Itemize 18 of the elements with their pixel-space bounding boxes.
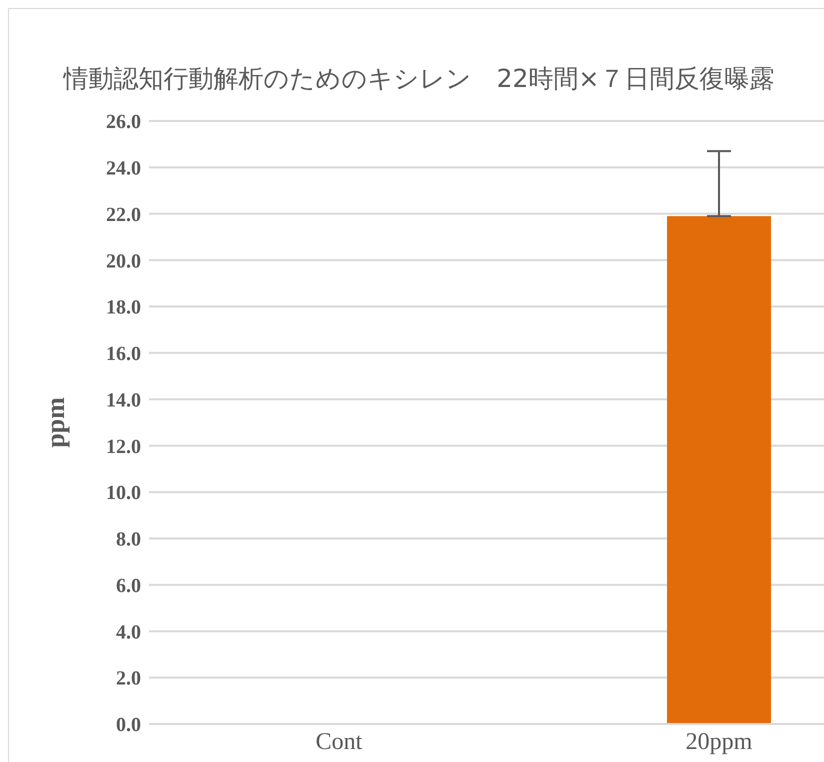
y-tick-label: 6.0 — [116, 574, 141, 597]
x-tick-label: 20ppm — [686, 729, 753, 756]
y-tick-label: 18.0 — [106, 296, 141, 319]
y-tick-label: 22.0 — [106, 204, 141, 226]
y-tick-label: 16.0 — [106, 343, 141, 366]
y-tick-label: 12.0 — [106, 436, 141, 458]
y-tick-label: 20.0 — [106, 250, 141, 272]
y-tick-label: 2.0 — [116, 668, 141, 690]
y-tick-label: 8.0 — [116, 528, 141, 551]
y-axis-title: ppm — [41, 396, 70, 448]
y-tick-label: 14.0 — [106, 389, 141, 412]
chart-title: 情動認知行動解析のためのキシレン 22時間×７日間反復曝露 — [62, 63, 776, 95]
y-tick-label: 26.0 — [106, 111, 141, 134]
y-tick-label: 24.0 — [106, 157, 141, 180]
y-tick-label: 4.0 — [116, 621, 141, 644]
x-tick-label: Cont — [316, 729, 363, 756]
y-tick-label: 10.0 — [106, 482, 141, 504]
y-tick-label: 0.0 — [116, 714, 141, 736]
